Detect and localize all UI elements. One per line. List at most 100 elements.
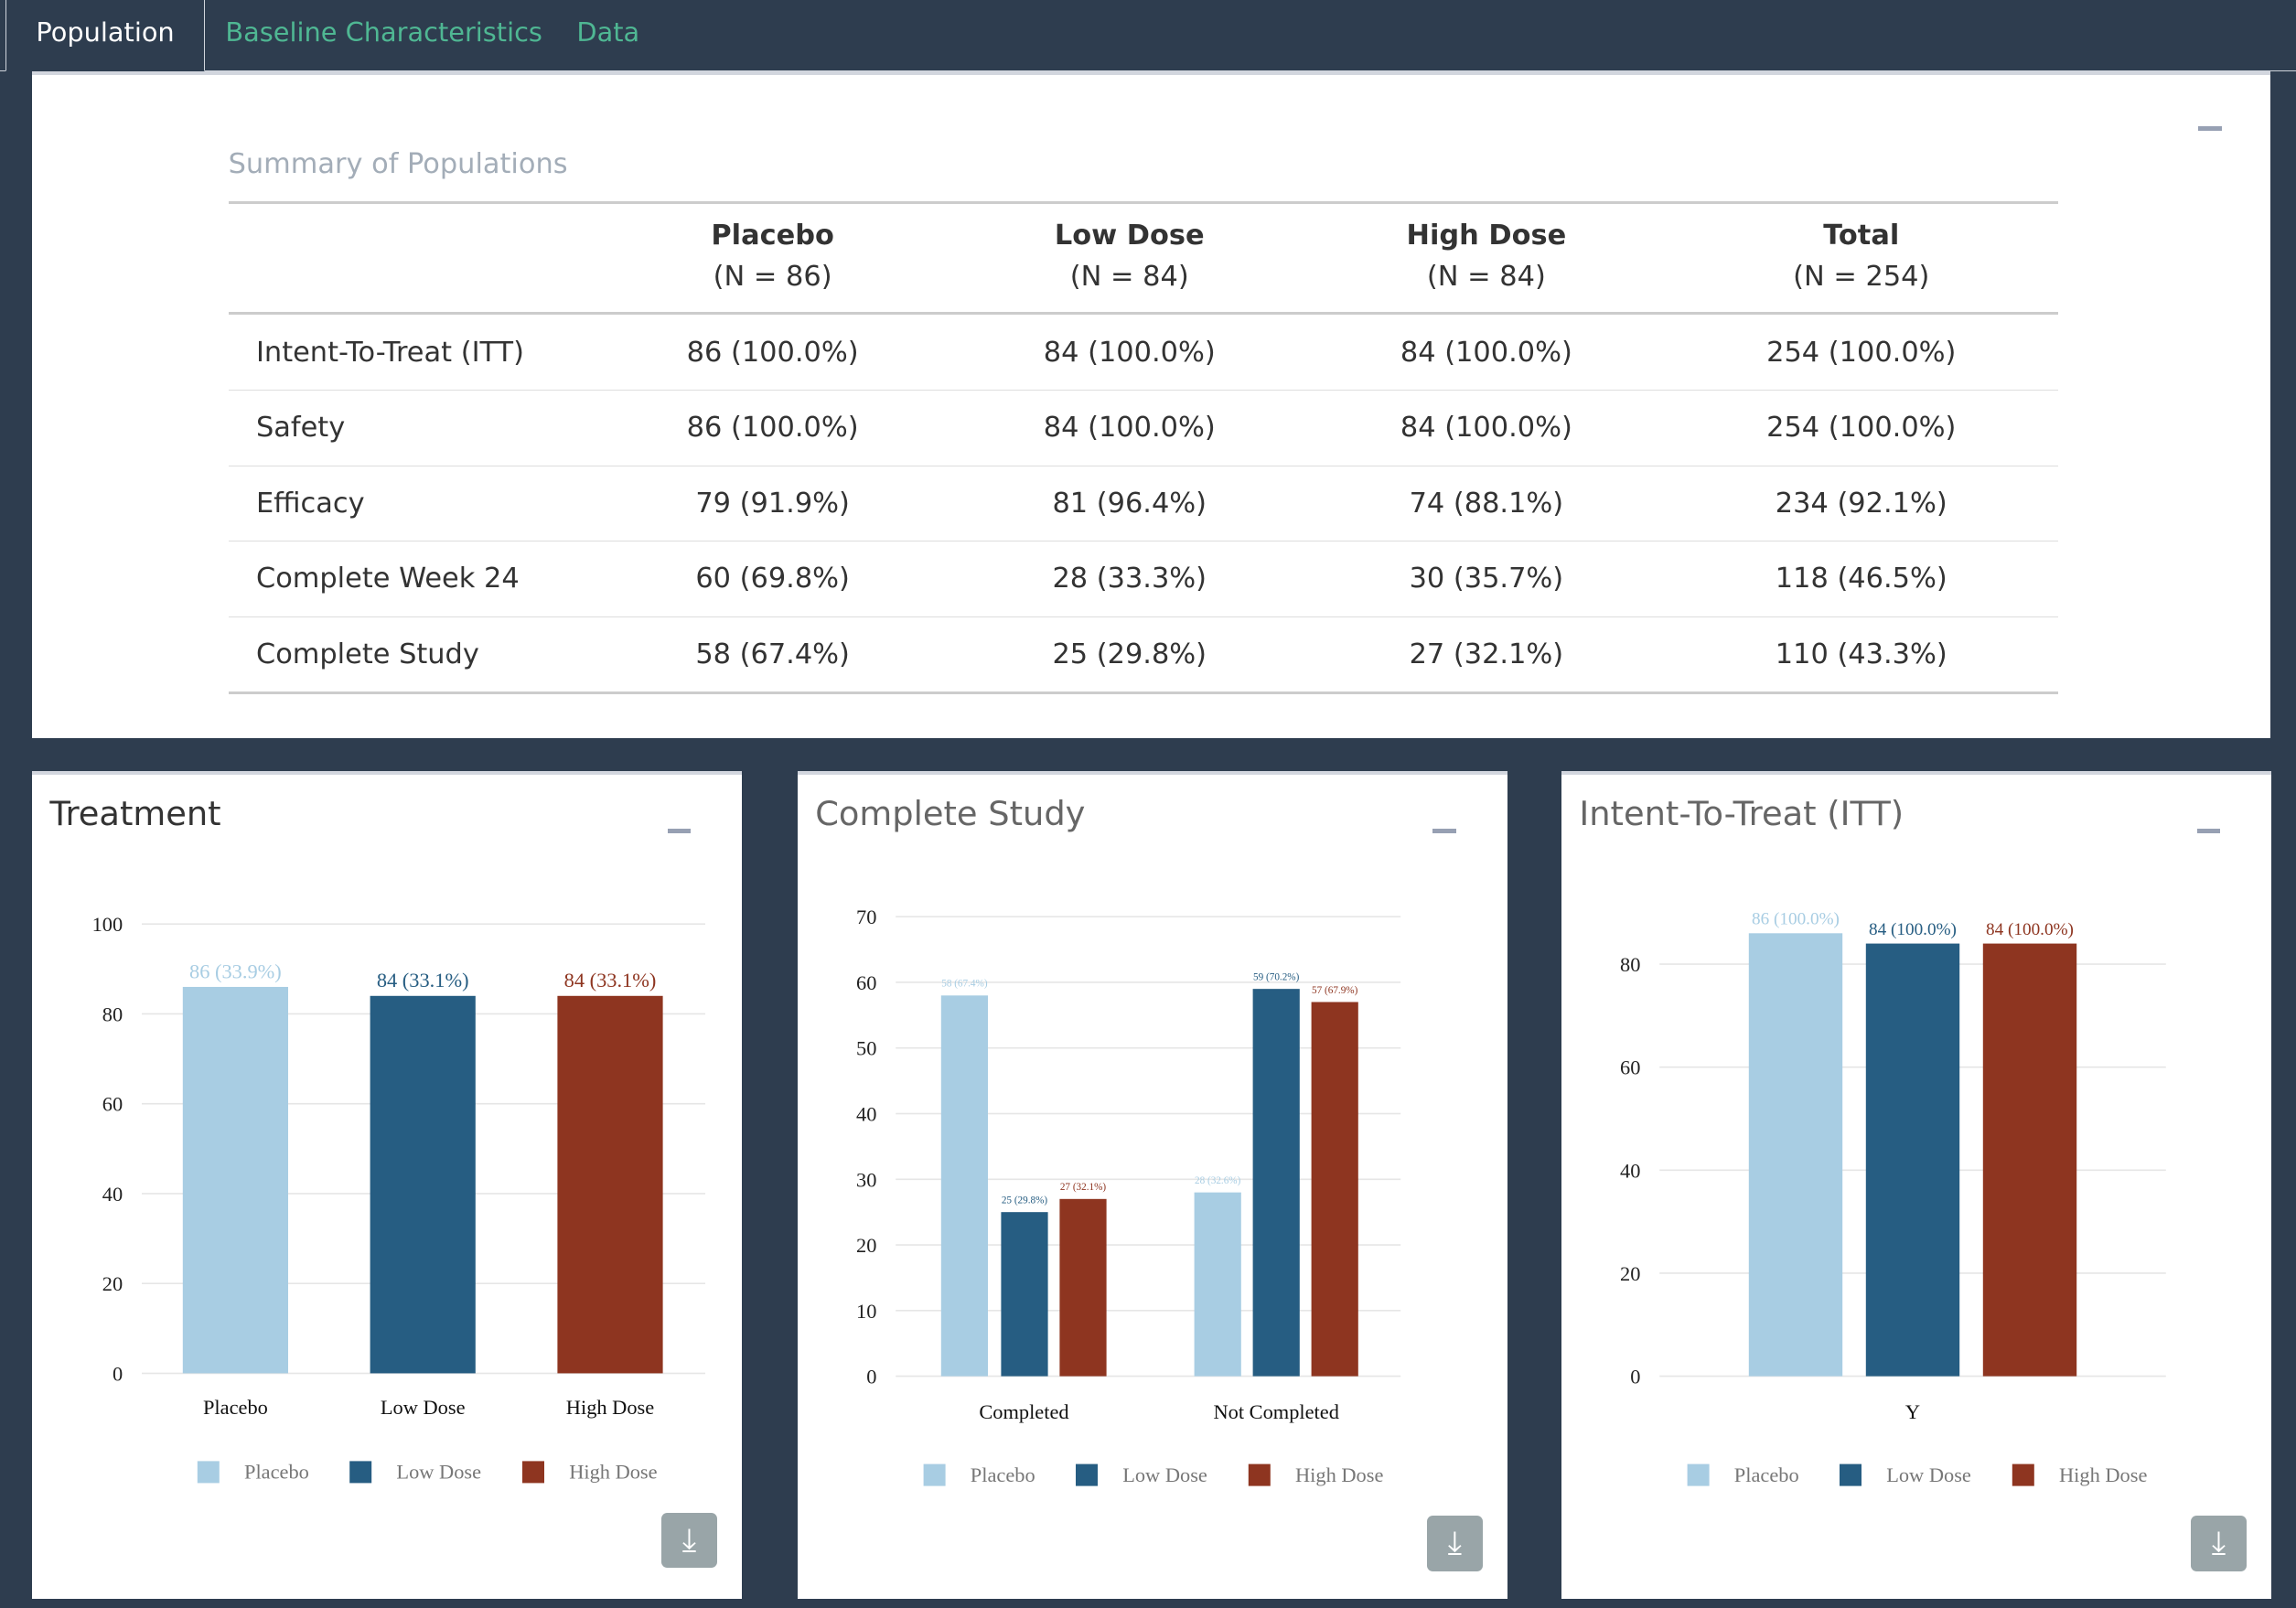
itt-chart-panel: Intent-To-Treat (ITT) 0 20 40 60 80 Y 86 (100.… xyxy=(1561,771,2272,1599)
legend-label: Placebo xyxy=(971,1463,1035,1486)
y-tick-label: 100 xyxy=(92,913,123,936)
legend-swatch xyxy=(349,1461,372,1484)
download-button[interactable]: ⤓ xyxy=(2191,1515,2247,1571)
legend-label: Placebo xyxy=(1734,1463,1799,1486)
data-label: 58 (67.4%) xyxy=(941,979,988,990)
row-label: Complete Week 24 xyxy=(228,541,595,617)
cell: 234 (92.1%) xyxy=(1664,466,2058,542)
legend-swatch xyxy=(1687,1463,1710,1486)
y-tick-label: 10 xyxy=(856,1300,876,1323)
y-tick-label: 20 xyxy=(1620,1262,1640,1285)
legend-swatch xyxy=(522,1461,545,1484)
x-tick-label: Low Dose xyxy=(381,1396,466,1419)
chart-title: Complete Study xyxy=(815,793,1086,833)
collapse-button[interactable] xyxy=(667,829,692,834)
legend-label: High Dose xyxy=(569,1461,657,1484)
column-header: Total (N = 254) xyxy=(1664,200,2058,316)
download-button[interactable]: ⤓ xyxy=(1427,1515,1483,1571)
column-header: Placebo (N = 86) xyxy=(594,200,951,316)
column-header: High Dose (N = 84) xyxy=(1307,200,1665,316)
y-tick-label: 0 xyxy=(1630,1366,1640,1388)
tab-population[interactable]: Population xyxy=(5,0,205,71)
cell: 84 (100.0%) xyxy=(950,390,1308,466)
cell: 60 (69.8%) xyxy=(594,541,951,617)
bar xyxy=(557,995,663,1374)
column-n: (N = 86) xyxy=(713,260,832,293)
tab-baseline-characteristics[interactable]: Baseline Characteristics xyxy=(225,16,542,48)
download-icon: ⤓ xyxy=(2211,1523,2226,1561)
y-tick-label: 0 xyxy=(866,1366,876,1388)
legend-label: High Dose xyxy=(2059,1463,2147,1486)
bar xyxy=(1748,933,1843,1377)
legend-label: Low Dose xyxy=(397,1461,482,1484)
chart-title: Intent-To-Treat (ITT) xyxy=(1579,793,1904,833)
y-tick-label: 60 xyxy=(102,1093,123,1116)
table-row: Complete Week 24 60 (69.8%) 28 (33.3%) 30 (… xyxy=(228,541,2058,617)
bar xyxy=(182,987,289,1374)
treatment-chart-panel: Treatment 0 20 40 60 80 100 Placebo Low Dose Hig… xyxy=(32,771,743,1599)
bar xyxy=(1194,1192,1241,1377)
treatment-chart: 0 20 40 60 80 100 Placebo Low Dose High Dose 86 (… xyxy=(92,913,706,1484)
bar xyxy=(1252,989,1300,1377)
column-name: Placebo xyxy=(711,219,834,252)
y-tick-label: 80 xyxy=(1620,953,1640,976)
y-tick-label: 60 xyxy=(856,971,876,994)
row-label: Efficacy xyxy=(228,466,595,542)
itt-chart: 0 20 40 60 80 Y 86 (100.0%) 84 (100.0%) 84 (100.… xyxy=(1620,910,2166,1486)
cell: 58 (67.4%) xyxy=(594,616,951,695)
cell: 254 (100.0%) xyxy=(1664,390,2058,466)
collapse-button[interactable] xyxy=(1432,829,1456,834)
cell: 74 (88.1%) xyxy=(1307,466,1665,542)
row-label: Safety xyxy=(228,390,595,466)
data-label: 27 (32.1%) xyxy=(1060,1182,1107,1193)
bar xyxy=(1001,1212,1048,1377)
data-label: 84 (100.0%) xyxy=(1986,920,2074,939)
data-label: 57 (67.9%) xyxy=(1312,985,1358,996)
y-tick-label: 70 xyxy=(856,906,876,928)
cell: 25 (29.8%) xyxy=(950,616,1308,695)
y-tick-label: 30 xyxy=(856,1168,876,1191)
table-row: Efficacy 79 (91.9%) 81 (96.4%) 74 (88.1%) 23… xyxy=(228,466,2058,542)
table-row: Complete Study 58 (67.4%) 25 (29.8%) 27 (32… xyxy=(228,616,2058,695)
collapse-button[interactable] xyxy=(2196,829,2221,834)
cell: 110 (43.3%) xyxy=(1664,616,2058,695)
x-tick-label: Placebo xyxy=(203,1396,268,1419)
data-label: 59 (70.2%) xyxy=(1253,972,1300,983)
download-icon: ⤓ xyxy=(681,1520,697,1559)
cell: 81 (96.4%) xyxy=(950,466,1308,542)
y-tick-label: 0 xyxy=(113,1363,123,1386)
legend-label: Low Dose xyxy=(1886,1463,1971,1486)
cell: 118 (46.5%) xyxy=(1664,541,2058,617)
y-tick-label: 40 xyxy=(102,1183,123,1206)
summary-panel: Summary of Populations Placebo (N = 86) Lo… xyxy=(32,71,2270,739)
y-tick-label: 60 xyxy=(1620,1056,1640,1079)
y-tick-label: 20 xyxy=(102,1272,123,1295)
download-button[interactable]: ⤓ xyxy=(661,1512,717,1569)
bar xyxy=(940,995,988,1377)
legend-swatch xyxy=(197,1461,220,1484)
column-header: Low Dose (N = 84) xyxy=(950,200,1308,316)
summary-table: Placebo (N = 86) Low Dose (N = 84) High Dose… xyxy=(228,200,2058,695)
legend-label: Placebo xyxy=(244,1461,309,1484)
data-label: 86 (33.9%) xyxy=(189,960,282,983)
download-icon: ⤓ xyxy=(1447,1523,1463,1561)
complete-study-chart: 0 10 20 30 40 50 60 70 Completed Not Completed 58 … xyxy=(856,906,1401,1486)
data-label: 84 (33.1%) xyxy=(564,969,657,992)
bar xyxy=(370,995,476,1374)
legend-swatch xyxy=(1076,1463,1098,1486)
data-label: 84 (100.0%) xyxy=(1869,920,1957,939)
cell: 28 (33.3%) xyxy=(950,541,1308,617)
column-n: (N = 254) xyxy=(1793,260,1930,293)
cell: 254 (100.0%) xyxy=(1664,313,2058,391)
cell: 84 (100.0%) xyxy=(950,313,1308,391)
collapse-button[interactable] xyxy=(2198,126,2222,132)
data-label: 86 (100.0%) xyxy=(1752,910,1840,929)
tab-data[interactable]: Data xyxy=(576,16,640,48)
y-tick-label: 50 xyxy=(856,1037,876,1060)
tab-bar: Population Baseline Characteristics Data xyxy=(0,0,2296,71)
cell: 84 (100.0%) xyxy=(1307,390,1665,466)
row-label: Complete Study xyxy=(228,616,595,695)
x-tick-label: Completed xyxy=(979,1400,1068,1423)
cell: 79 (91.9%) xyxy=(594,466,951,542)
table-row: Safety 86 (100.0%) 84 (100.0%) 84 (100.0%) 2… xyxy=(228,390,2058,466)
